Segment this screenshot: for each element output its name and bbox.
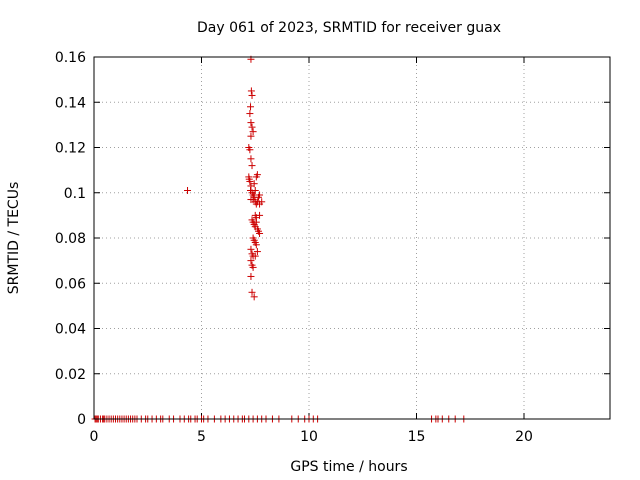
data-point: [247, 119, 255, 127]
y-tick-label: 0.16: [55, 50, 86, 66]
x-tick-label: 0: [90, 429, 99, 445]
grid-lines: [94, 57, 610, 419]
data-point: [247, 103, 255, 111]
y-tick-label: 0.04: [55, 322, 86, 338]
y-axis-label: SRMTID / TECUs: [6, 182, 22, 295]
data-point: [247, 155, 255, 163]
data-point: [247, 87, 255, 95]
data-point: [251, 186, 259, 194]
x-axis-label: GPS time / hours: [290, 459, 407, 475]
y-tick-label: 0.02: [55, 367, 86, 383]
data-point: [250, 293, 258, 301]
data-point: [251, 252, 259, 260]
data-point: [247, 257, 255, 265]
data-point: [252, 241, 260, 249]
data-point: [250, 191, 258, 199]
axis-ticks: 0 0.02 0.04 0.06 0.08 0.1 0.12 0.14 0.16 0 5 10 15 20: [55, 50, 610, 445]
y-tick-label: 0.08: [55, 231, 86, 247]
x-tick-label: 20: [515, 429, 533, 445]
data-point: [246, 146, 254, 154]
data-point: [249, 196, 257, 204]
y-tick-label: 0.12: [55, 141, 86, 157]
data-point: [184, 186, 192, 194]
y-tick-label: 0.06: [55, 276, 86, 292]
data-point: [248, 162, 256, 170]
data-point: [248, 91, 256, 99]
data-point: [252, 218, 260, 226]
x-tick-label: 15: [408, 429, 426, 445]
plot-frame: [93, 56, 611, 420]
data-point: [249, 263, 257, 271]
data-point: [248, 288, 256, 296]
data-point: [246, 110, 254, 118]
data-point: [247, 272, 255, 280]
data-point: [247, 132, 255, 140]
data-point: [247, 245, 255, 253]
data-point: [246, 177, 254, 185]
data-point: [248, 123, 256, 131]
data-point: [253, 248, 261, 256]
data-point: [256, 211, 264, 219]
data-point: [249, 128, 257, 136]
data-point: [258, 198, 266, 206]
data-point: [253, 171, 261, 179]
y-tick-label: 0.1: [64, 186, 86, 202]
y-tick-label: 0.14: [55, 95, 86, 111]
x-tick-label: 10: [300, 429, 318, 445]
data-points: [91, 55, 468, 423]
data-point: [256, 229, 264, 237]
x-tick-label: 5: [197, 429, 206, 445]
chart-title: Day 061 of 2023, SRMTID for receiver gua…: [197, 20, 501, 36]
data-point: [250, 180, 258, 188]
y-tick-label: 0: [77, 412, 86, 428]
